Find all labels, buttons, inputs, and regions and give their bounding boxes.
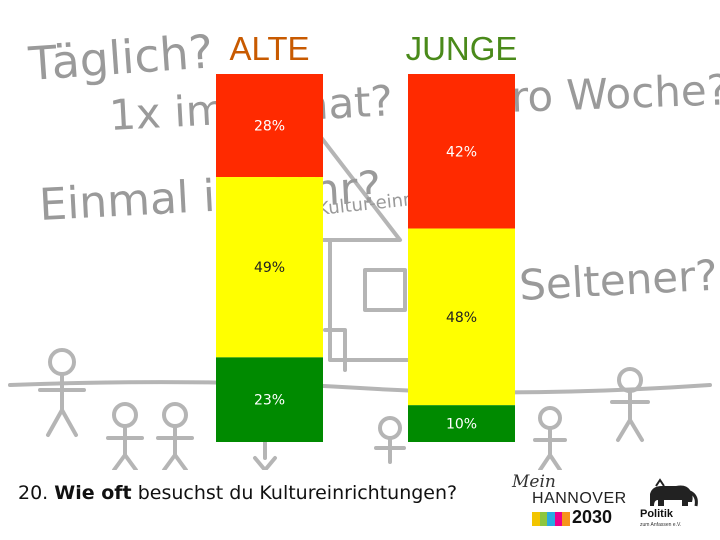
logo-stripe [562, 512, 570, 526]
data-label: 28% [254, 119, 285, 135]
logo-politik-subtitle: zum Anfassen e.V. [640, 522, 682, 528]
logo-stripe [547, 512, 555, 526]
sketch-word: Täglich? [26, 24, 215, 91]
data-label: 48% [446, 310, 477, 326]
stacked-bar-chart: ALTE 28% 49% 23% JUNGE 42% 48% 10% [216, 30, 518, 442]
logo-stripe [554, 512, 563, 526]
bar-segment [216, 177, 323, 358]
category-label-alte: ALTE [229, 30, 309, 67]
question-text: 20. Wie oft besuchst du Kultureinrichtun… [18, 482, 457, 504]
logo-stripe [539, 512, 548, 526]
logo-year-text: 2030 [572, 507, 613, 527]
data-label: 23% [254, 393, 285, 409]
question-emphasis: Wie oft [54, 482, 132, 504]
bar-segment [408, 405, 515, 442]
question-rest: besuchst du Kultureinrichtungen? [137, 482, 458, 504]
politik-zum-anfassen-logo: Politik zum Anfassen e.V. [640, 478, 710, 534]
logo-mein-text: Mein [512, 472, 556, 492]
bar-segment [408, 228, 515, 406]
question-number: 20. [18, 482, 49, 504]
bar-segment [408, 74, 515, 229]
logo-city-text: HANNOVER [532, 490, 627, 507]
bar-segment [216, 74, 323, 178]
data-label: 10% [446, 417, 477, 433]
data-label: 42% [446, 144, 477, 160]
elephant-icon [650, 478, 698, 507]
data-label: 49% [254, 260, 285, 276]
mein-hannover-logo: Mein HANNOVER 2030 [510, 470, 630, 532]
logo-stripe [532, 512, 540, 526]
logo-politik-text: Politik [640, 508, 674, 520]
bar-segment [216, 357, 323, 442]
logo-color-stripes [532, 512, 570, 526]
category-label-junge: JUNGE [406, 30, 518, 67]
sketch-word: Seltener? [518, 251, 719, 310]
